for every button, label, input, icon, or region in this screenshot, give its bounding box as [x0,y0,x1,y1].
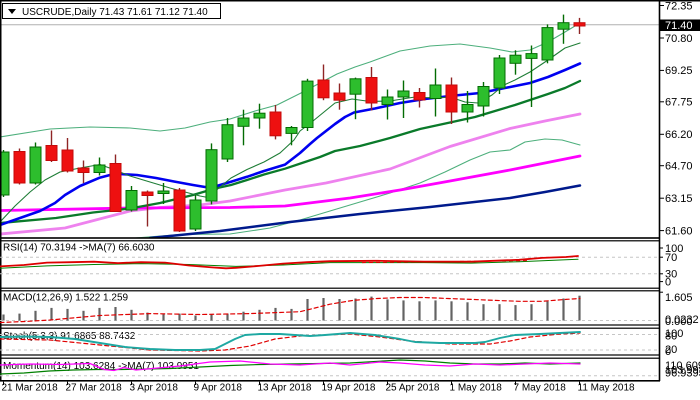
svg-text:7 May 2018: 7 May 2018 [514,383,567,394]
svg-text:25 Apr 2018: 25 Apr 2018 [386,383,440,394]
svg-text:72.35: 72.35 [665,0,693,12]
svg-text:63.15: 63.15 [665,193,693,205]
svg-text:13 Apr 2018: 13 Apr 2018 [258,383,312,394]
svg-text:20: 20 [665,344,677,356]
svg-text:3 Apr 2018: 3 Apr 2018 [130,383,179,394]
svg-text:Momentum(14) 103.6284 ->MA(7): Momentum(14) 103.6284 ->MA(7) 103.9951 [3,361,199,372]
svg-text:0: 0 [665,346,671,358]
svg-text:0.0232: 0.0232 [665,314,699,326]
svg-text:100: 100 [665,243,683,255]
svg-text:19 Apr 2018: 19 Apr 2018 [322,383,376,394]
svg-text:30: 30 [665,269,677,281]
svg-text:9 Apr 2018: 9 Apr 2018 [194,383,243,394]
svg-text:66.20: 66.20 [665,129,693,141]
svg-text:1 May 2018: 1 May 2018 [450,383,503,394]
svg-text:Stoch(5,3,3) 91.6865 88.7432: Stoch(5,3,3) 91.6865 88.7432 [3,331,136,342]
svg-text:110.6096: 110.6096 [665,360,700,372]
svg-text:67.75: 67.75 [665,97,693,109]
svg-text:69.25: 69.25 [665,65,693,77]
svg-text:MACD(12,26,9) 1.522 1.259: MACD(12,26,9) 1.522 1.259 [3,293,129,304]
svg-text:0: 0 [665,276,671,288]
svg-text:103.9930: 103.9930 [665,365,700,377]
svg-text:21 Mar 2018: 21 Mar 2018 [2,383,59,394]
svg-text:71.40: 71.40 [665,20,693,32]
svg-text:64.70: 64.70 [665,161,693,173]
svg-text:USCRUDE,Daily 71.43 71.61 71.: USCRUDE,Daily 71.43 71.61 71.12 71.40 [22,7,208,18]
svg-text:0.000: 0.000 [665,316,693,328]
svg-text:RSI(14) 70.3194 ->MA(7) 66.60: RSI(14) 70.3194 ->MA(7) 66.6030 [3,243,155,254]
svg-text:80: 80 [665,330,677,342]
svg-text:70.80: 70.80 [665,33,693,45]
svg-text:70: 70 [665,252,677,264]
svg-text:1.605: 1.605 [665,292,693,304]
svg-text:11 May 2018: 11 May 2018 [578,383,636,394]
svg-text:100: 100 [665,328,683,340]
svg-text:61.60: 61.60 [665,225,693,237]
svg-text:96.9393: 96.9393 [665,367,700,379]
svg-text:27 Mar 2018: 27 Mar 2018 [66,383,123,394]
